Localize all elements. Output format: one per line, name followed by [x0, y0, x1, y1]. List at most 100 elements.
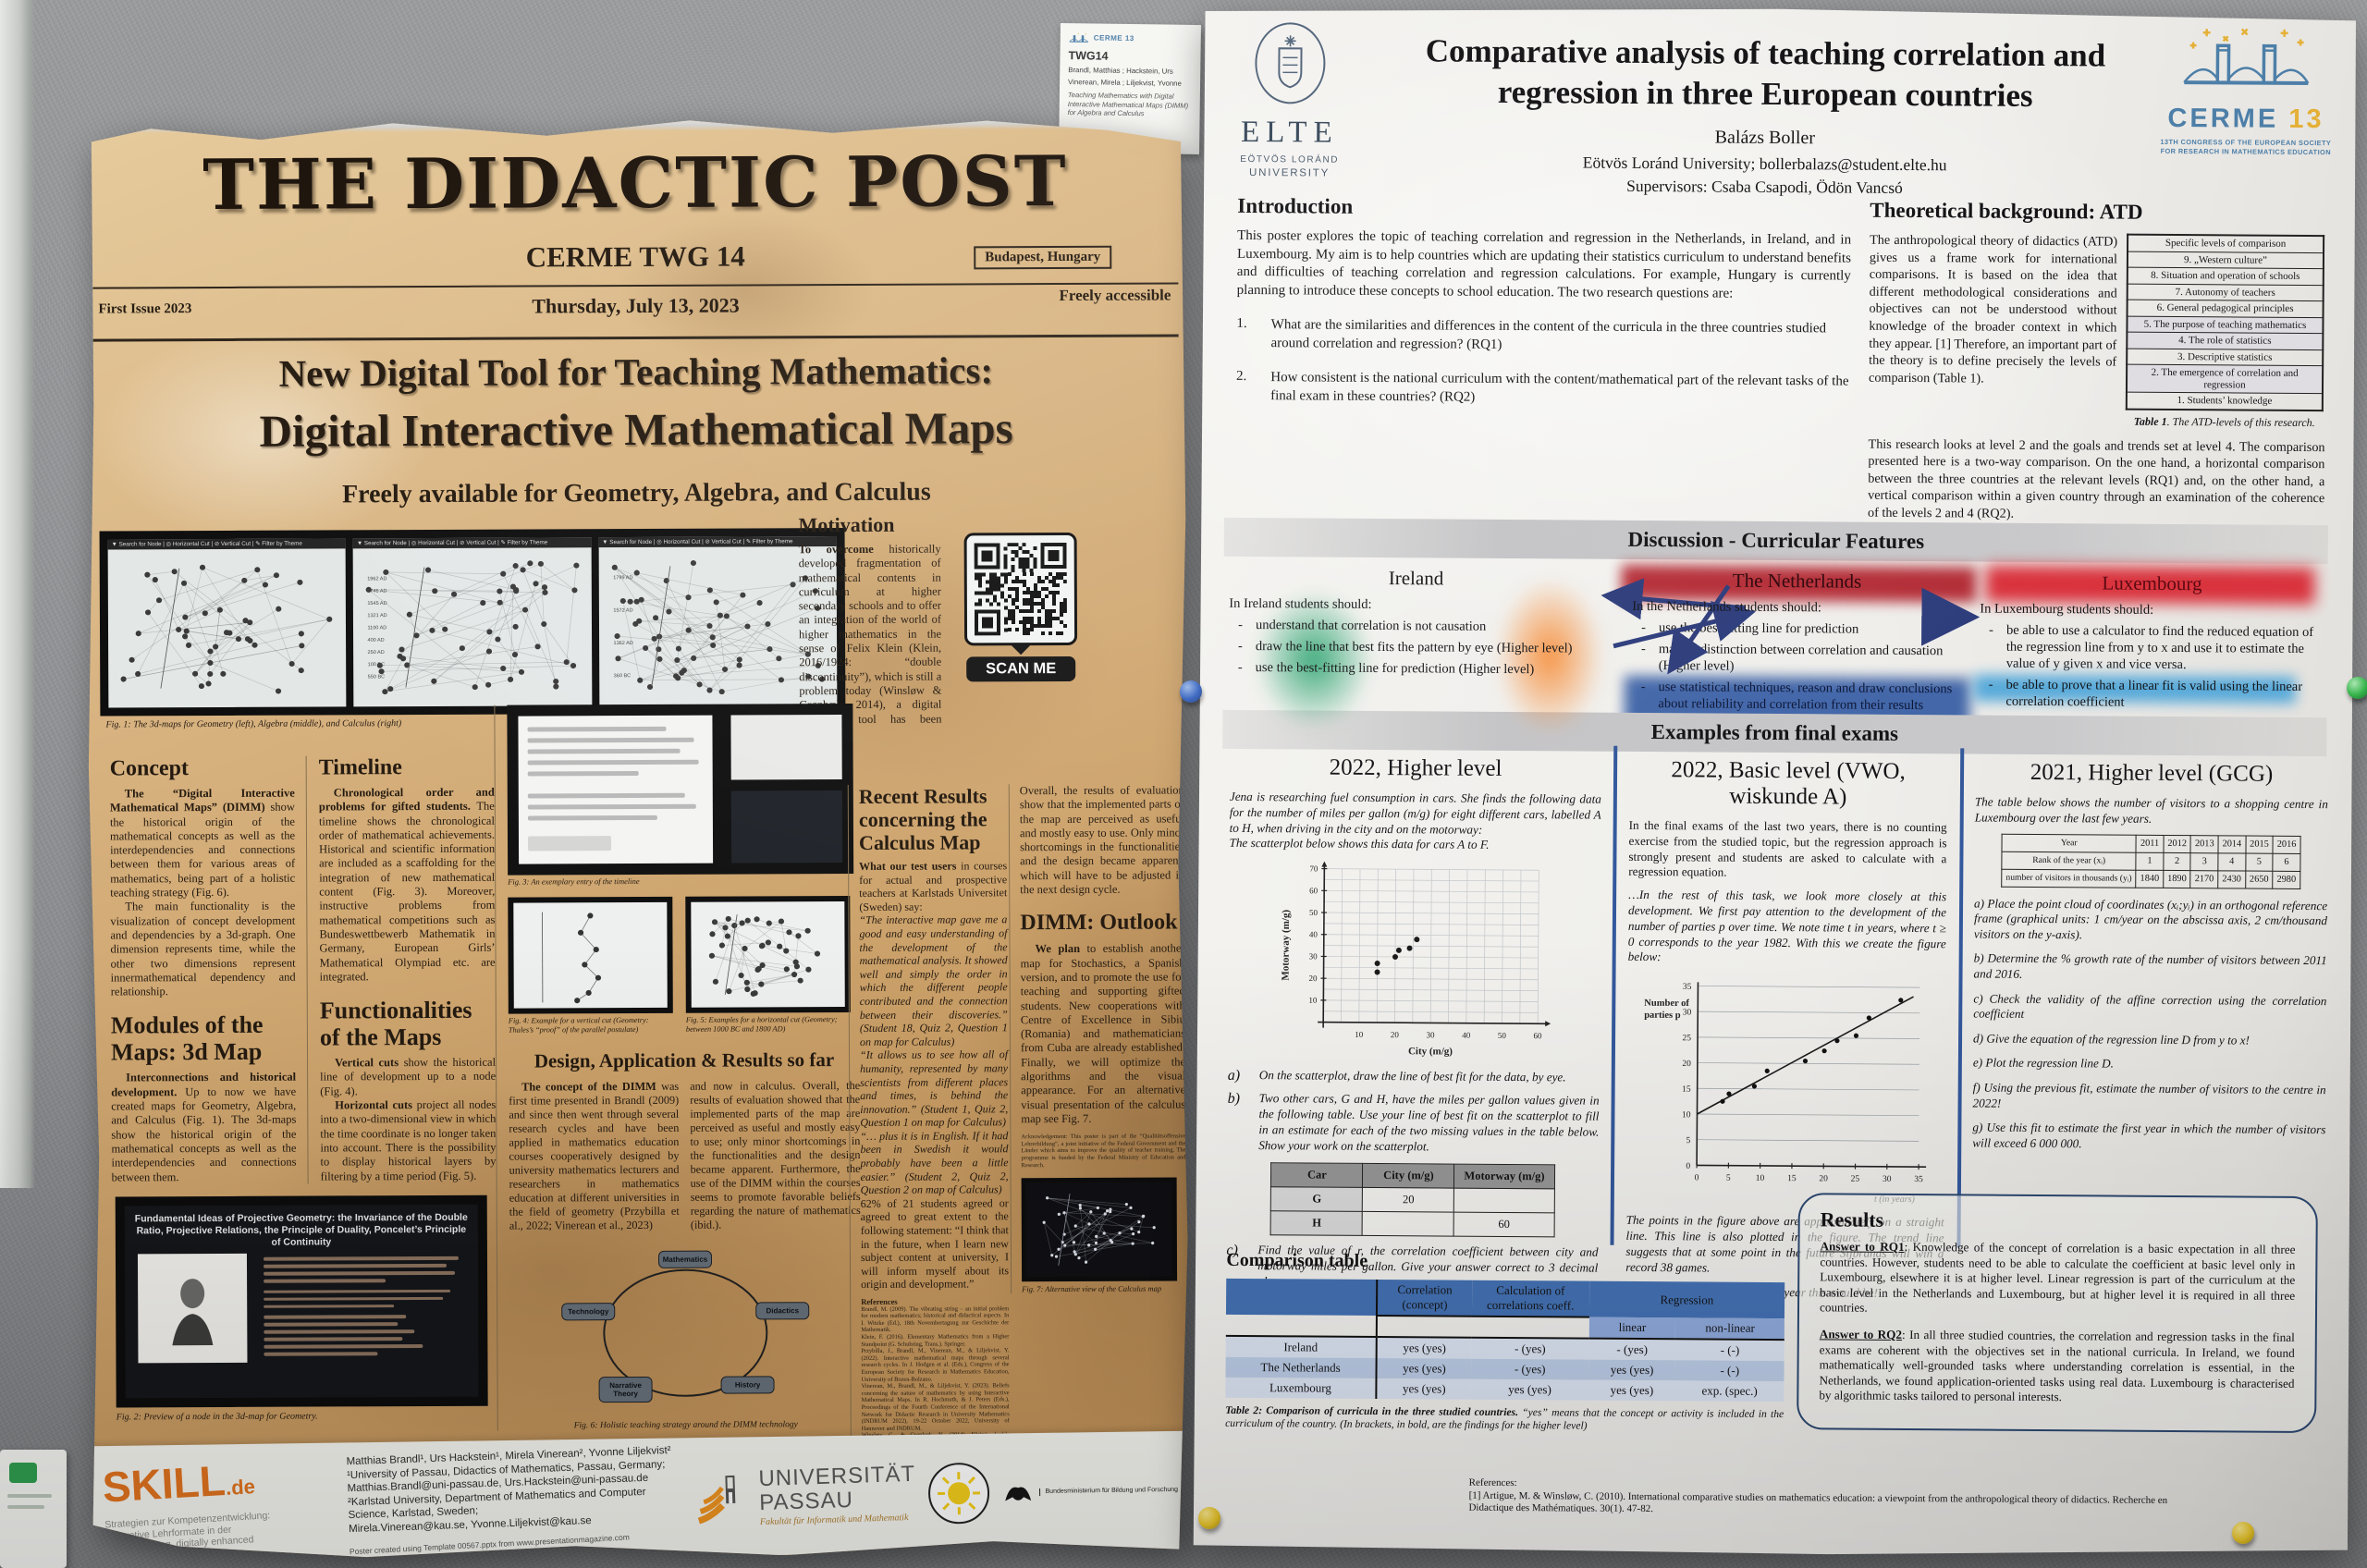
svg-text:1321 AD: 1321 AD	[368, 613, 387, 619]
exam3-item: g) Use this fit to estimate the first ye…	[1972, 1120, 2326, 1151]
student-quote-2: “It allows us to see how all of humanity…	[859, 1047, 1009, 1130]
concept-heading: Concept	[109, 756, 190, 781]
netherlands-heading: The Netherlands	[1732, 569, 1862, 593]
card-author-line: Brandl, Matthias ; Hackstein, Urs	[1068, 66, 1173, 76]
svg-text:30: 30	[1683, 1009, 1692, 1018]
right-references: References: [1] Artigue, M. & Winsløw, C…	[1468, 1477, 2189, 1520]
session-card: CERME 13 TWG14 Brandl, Matthias ; Hackst…	[1059, 22, 1201, 155]
poster-title-line2: regression in three European countries	[1497, 73, 2033, 114]
svg-text:15: 15	[1682, 1085, 1691, 1095]
masthead-access: Freely accessible	[1059, 286, 1171, 305]
karlstad-sun-icon	[934, 1468, 985, 1519]
scan-me-label: SCAN ME	[966, 656, 1075, 682]
introduction-heading: Introduction	[1237, 193, 1354, 218]
svg-text:1799 AD: 1799 AD	[613, 575, 632, 581]
svg-text:30: 30	[1309, 952, 1318, 962]
elte-crest-icon	[1251, 20, 1330, 110]
fig2-caption: Fig. 2: Preview of a node in the 3d-map …	[116, 1411, 318, 1423]
results-heading: Results	[1820, 1207, 1884, 1231]
author-block: Matthias Brandl¹, Urs Hackstein¹, Mirela…	[346, 1443, 682, 1555]
theory-heading: Theoretical background: ATD	[1870, 198, 2143, 224]
comparison-table: Correlation (concept) Calculation of cor…	[1225, 1279, 1784, 1402]
passau-logo: UNIVERSITÄT PASSAU Fakultät für Informat…	[693, 1462, 917, 1528]
motivation-heading: Motivation	[798, 512, 895, 537]
atd-level: 2. The emergence of correlation and regr…	[2127, 364, 2323, 393]
poster-subheadline: Freely available for Geometry, Algebra, …	[341, 477, 931, 509]
recent-results-heading: Recent Results concerning the Calculus M…	[858, 784, 987, 854]
exam1-item-a: On the scatterplot, draw the line of bes…	[1258, 1068, 1566, 1084]
column-recent-results: Recent Results concerning the Calculus M…	[848, 784, 1010, 1460]
svg-text:360 BC: 360 BC	[613, 673, 631, 679]
vertical-cuts-lead: Vertical cuts	[335, 1056, 399, 1070]
column-concept: Concept The “Digital Interactive Mathema…	[110, 756, 297, 1185]
svg-text:Motorway (m/g): Motorway (m/g)	[1280, 910, 1292, 981]
svg-text:50: 50	[1309, 908, 1318, 917]
atd-level: 3. Descriptive statistics	[2127, 349, 2323, 366]
recent-lead: What our test users	[859, 859, 957, 873]
country-ireland: Ireland In Ireland students should: - und…	[1229, 566, 1603, 709]
design-heading: Design, Application & Results so far	[533, 1048, 835, 1072]
outlook-text: to establish another map for Stochastics…	[1020, 941, 1186, 1126]
fig4-vertical-cut: Fig. 4: Example for a vertical cut (Geom…	[508, 897, 673, 1035]
newspaper-masthead-title: THE DIDACTIC POST	[202, 140, 1068, 227]
section-theory: Theoretical background: ATD The anthropo…	[1868, 199, 2326, 525]
concept-text: show the historical origin of the mathem…	[109, 800, 296, 900]
exam3-heading: 2021, Higher level (GCG)	[2030, 759, 2274, 787]
poster-title-line1: Comparative analysis of teaching correla…	[1425, 32, 2106, 74]
elte-name: ELTE	[1240, 115, 1339, 150]
svg-text:30: 30	[1883, 1175, 1892, 1184]
elte-sub1: EÖTVÖS LORÁND	[1240, 153, 1340, 165]
atd-level: 9. „Western culture”	[2128, 251, 2324, 269]
svg-text:20: 20	[1308, 974, 1318, 983]
car-table: Car City (m/g) Motorway (m/g) G 20 H 60	[1270, 1163, 1555, 1238]
svg-text:50: 50	[1498, 1031, 1507, 1040]
exam3-item: f) Using the previous fit, estimate the …	[1972, 1080, 2326, 1110]
design-col2-text: and now in calculus. Overall, the result…	[690, 1078, 861, 1231]
theory-text-2: This research looks at level 2 and the g…	[1867, 436, 2325, 521]
karlstad-logo	[928, 1463, 990, 1525]
atd-level: 7. Autonomy of teachers	[2128, 284, 2324, 301]
exam1-task-text: Jena is researching fuel consumption in …	[1229, 789, 1601, 837]
column-outlook: Overall, the results of evaluation show …	[1009, 783, 1186, 1293]
card-cerme-label: CERME 13	[1093, 32, 1134, 43]
discussion-band: Discussion - Curricular Features	[1224, 518, 2328, 564]
horizontal-cut-plot	[691, 901, 844, 1008]
exam2-heading: 2022, Basic level (VWO, wiskunde A)	[1671, 757, 1906, 810]
fig3-timeline-screenshot	[507, 704, 853, 876]
modules-text: Up to now we have created maps for Geome…	[111, 1084, 297, 1184]
motivation-lead: To overcome	[798, 542, 874, 557]
3dmap-scatter-algebra: 1962 AD 1746 AD 1545 AD 1321 AD 1100 AD 400 A…	[353, 547, 592, 706]
elte-sub2: UNIVERSITY	[1249, 167, 1331, 179]
elte-logo-block: ELTE EÖTVÖS LORÁND UNIVERSITY	[1233, 20, 1348, 179]
country-netherlands: The Netherlands In the Netherlands stude…	[1632, 569, 1962, 711]
atd-table-header: Specific levels of comparison	[2128, 235, 2324, 252]
visitors-table: Year 2011 2012 2013 2014 2015 2016 Rank of …	[2001, 833, 2300, 888]
fig1-3dmap-screenshots: ▼ Search for Node | ◎ Horizontal Cut | ⊘…	[100, 528, 846, 717]
masthead-place-box: Budapest, Hungary	[974, 246, 1111, 270]
comparison-heading: Comparison table	[1226, 1249, 1368, 1271]
push-pin-blue	[1180, 680, 1202, 703]
svg-text:1545 AD: 1545 AD	[368, 601, 387, 606]
bmbf-logo: Bundesministerium für Bildung und Forsch…	[1002, 1476, 1178, 1507]
qr-code	[975, 543, 1067, 635]
vertical-cut-plot	[513, 902, 667, 1009]
svg-text:10: 10	[1308, 996, 1318, 1005]
fig7-alt-calculus-map	[1022, 1178, 1177, 1282]
atd-levels-table: Specific levels of comparison 9. „Wester…	[2126, 234, 2324, 411]
atd-table-block: Specific levels of comparison 9. „Wester…	[2126, 234, 2324, 430]
design-col1-text: was first time presented in Brandl (2009…	[509, 1079, 680, 1232]
poster-affiliation: Eötvös Loránd University; bollerbalazs@s…	[1582, 153, 1947, 175]
exam3-item: c) Check the validity of the affine corr…	[1973, 991, 2327, 1022]
wall-sign-green-mark	[9, 1463, 37, 1483]
svg-text:35: 35	[1683, 983, 1692, 992]
svg-text:40: 40	[1462, 1031, 1471, 1040]
exam1-heading: 2022, Higher level	[1329, 754, 1502, 781]
fig6-node: Didactics	[755, 1302, 809, 1319]
svg-text:5: 5	[1726, 1174, 1731, 1183]
exam-ireland-2022: 2022, Higher level Jena is researching f…	[1226, 754, 1601, 1292]
svg-text:35: 35	[1914, 1175, 1923, 1184]
svg-text:40: 40	[1309, 930, 1318, 939]
atd-level: 1. Students’ knowledge	[2127, 392, 2323, 410]
answer-rq2-lead: Answer to RQ2	[1819, 1327, 1903, 1341]
svg-text:City (m/g): City (m/g)	[1408, 1046, 1453, 1057]
